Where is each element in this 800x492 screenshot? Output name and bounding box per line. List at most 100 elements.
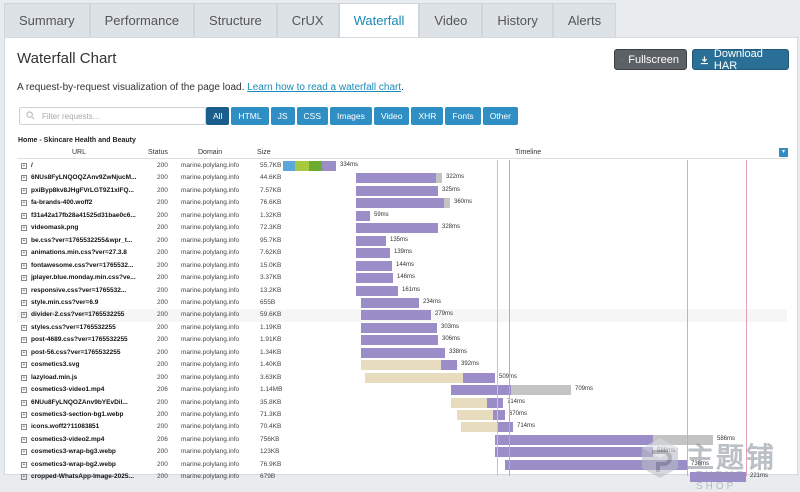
timing-bar-segment: [322, 161, 336, 171]
request-size: 95.7KB: [260, 236, 282, 244]
table-row[interactable]: + pxiByp8kv8JHgFVrLGT9Z1xlFQ... 200 marine.…: [17, 185, 787, 198]
request-url: 6NUu8FyLNQOZAnv9bYEvDil...: [31, 398, 128, 406]
table-row[interactable]: + icons.woff2?11083851 200 marine.polylang.…: [17, 421, 787, 434]
filter-tab-html[interactable]: HTML: [231, 107, 269, 125]
table-row[interactable]: + fa-brands-400.woff2 200 marine.polylang.i…: [17, 197, 787, 210]
timing-bar-download: [361, 335, 438, 346]
table-row[interactable]: + divider-2.css?ver=1765532255 200 marine.p…: [17, 309, 787, 322]
filter-tab-all[interactable]: All: [206, 107, 230, 125]
expand-row-icon[interactable]: +: [21, 449, 27, 456]
filter-tab-images[interactable]: Images: [330, 107, 372, 125]
request-duration: 714ms: [507, 398, 526, 405]
expand-row-icon[interactable]: +: [21, 436, 27, 443]
col-status[interactable]: Status: [148, 149, 168, 156]
table-row[interactable]: + cosmetics3-section-bg1.webp 200 marine.po…: [17, 409, 787, 422]
timing-bar-segment: [295, 161, 309, 171]
request-status: 200: [157, 311, 168, 319]
expand-row-icon[interactable]: +: [21, 212, 27, 219]
filter-tab-fonts[interactable]: Fonts: [445, 107, 481, 125]
table-row[interactable]: + cosmetics3-video2.mp4 206 marine.polylang…: [17, 434, 787, 447]
table-row[interactable]: + styles.css?ver=1765532255 200 marine.poly…: [17, 322, 787, 335]
table-row[interactable]: + post-4689.css?ver=1765532255 200 marine.p…: [17, 334, 787, 347]
learn-waterfall-link[interactable]: Learn how to read a waterfall chart: [247, 82, 402, 93]
filter-tab-js[interactable]: JS: [270, 107, 295, 125]
request-domain: marine.polylang.info: [181, 186, 240, 194]
tab-alerts[interactable]: Alerts: [552, 3, 617, 37]
table-row[interactable]: + cosmetics3-wrap-bg2.webp 200 marine.polyl…: [17, 459, 787, 472]
request-size: 3.63KB: [260, 373, 282, 381]
table-row[interactable]: +6NUs8FyLNQOQZAnv9ZwNjucM... 200 marine.po…: [17, 172, 787, 185]
expand-row-icon[interactable]: +: [21, 225, 27, 232]
table-row[interactable]: + post-56.css?ver=1765532255 200 marine.pol…: [17, 347, 787, 360]
request-domain: marine.polylang.info: [181, 298, 240, 306]
request-duration: 509ms: [499, 373, 518, 380]
table-row[interactable]: + cosmetics3.svg 200 marine.polylang.info 1.…: [17, 359, 787, 372]
table-row[interactable]: + cosmetics3-video1.mp4 206 marine.polylang…: [17, 384, 787, 397]
tab-waterfall[interactable]: Waterfall: [338, 3, 420, 37]
request-url: 6NUs8FyLNQOQZAnv9ZwNjucM...: [31, 174, 137, 182]
table-row[interactable]: + style.min.css?ver=6.9 200 marine.polylang…: [17, 297, 787, 310]
expand-row-icon[interactable]: +: [21, 237, 27, 244]
table-row[interactable]: + responsive.css?ver=1765532... 200 marine.…: [17, 285, 787, 298]
request-duration: 334ms: [340, 162, 359, 168]
expand-row-icon[interactable]: +: [21, 175, 27, 182]
table-row[interactable]: + lazyload.min.js 200 marine.polylang.info 3…: [17, 372, 787, 385]
timing-bar-download: [441, 360, 457, 371]
filter-tab-css[interactable]: CSS: [296, 107, 328, 125]
request-duration: 135ms: [390, 236, 409, 243]
expand-row-icon[interactable]: +: [21, 163, 27, 169]
table-row[interactable]: + / 200 marine.polylang.info 55.7KB 334ms: [17, 160, 787, 173]
tab-video[interactable]: Video: [419, 3, 483, 37]
filter-tab-video[interactable]: Video: [373, 107, 410, 125]
expand-row-icon[interactable]: +: [21, 349, 27, 356]
expand-row-icon[interactable]: +: [21, 387, 27, 394]
col-domain[interactable]: Domain: [198, 149, 223, 156]
table-row[interactable]: +6NUu8FyLNQOZAnv9bYEvDil... 200 marine.pol…: [17, 397, 787, 410]
waterfall-panel: Waterfall Chart Fullscreen Download HAR …: [4, 37, 798, 492]
col-size[interactable]: Size: [257, 149, 271, 156]
tab-summary[interactable]: Summary: [4, 3, 90, 37]
filter-requests-input[interactable]: Filter requests...: [19, 107, 206, 125]
request-status: 200: [157, 473, 168, 481]
request-duration: 325ms: [442, 186, 461, 193]
table-row[interactable]: + f31a42a17fb28a41525d31bae0c6... 200 marin…: [17, 210, 787, 223]
expand-row-icon[interactable]: +: [21, 461, 27, 468]
tab-structure[interactable]: Structure: [194, 3, 277, 37]
request-url: cosmetics3-video1.mp4: [31, 386, 105, 394]
download-har-button[interactable]: Download HAR: [692, 48, 789, 72]
expand-row-icon[interactable]: +: [21, 374, 27, 381]
fullscreen-button[interactable]: Fullscreen: [614, 49, 687, 70]
expand-row-icon[interactable]: +: [21, 337, 27, 344]
expand-row-icon[interactable]: +: [21, 250, 27, 257]
request-duration: 360ms: [454, 199, 473, 206]
expand-row-icon[interactable]: +: [21, 474, 27, 481]
tab-crux[interactable]: CrUX: [276, 3, 339, 37]
expand-row-icon[interactable]: +: [21, 362, 27, 369]
expand-row-icon[interactable]: +: [21, 312, 27, 319]
tab-performance[interactable]: Performance: [89, 3, 195, 37]
expand-row-icon[interactable]: +: [21, 299, 27, 306]
expand-row-icon[interactable]: +: [21, 324, 27, 331]
table-row[interactable]: + jplayer.blue.monday.min.css?ve... 200 mar…: [17, 272, 787, 285]
expand-row-icon[interactable]: +: [21, 262, 27, 269]
expand-row-icon[interactable]: +: [21, 187, 27, 194]
table-row[interactable]: + be.css?ver=1765532255&wpr_t... 200 marine…: [17, 235, 787, 248]
request-size: 44.6KB: [260, 174, 282, 182]
request-size: 655B: [260, 298, 276, 306]
expand-row-icon[interactable]: +: [21, 287, 27, 294]
expand-row-icon[interactable]: +: [21, 399, 27, 406]
filter-tab-xhr[interactable]: XHR: [411, 107, 444, 125]
expand-row-icon[interactable]: +: [21, 275, 27, 282]
expand-row-icon[interactable]: +: [21, 200, 27, 207]
col-url[interactable]: URL: [72, 149, 87, 156]
table-row[interactable]: + videomask.png 200 marine.polylang.info 72.…: [17, 222, 787, 235]
expand-row-icon[interactable]: +: [21, 412, 27, 418]
table-row[interactable]: + fontawesome.css?ver=1765532... 200 marine…: [17, 260, 787, 273]
expand-row-icon[interactable]: +: [21, 424, 27, 431]
expand-columns-button[interactable]: ▾: [779, 148, 788, 157]
request-status: 200: [157, 398, 168, 406]
tab-history[interactable]: History: [482, 3, 553, 37]
filter-tab-other[interactable]: Other: [482, 107, 518, 125]
table-row[interactable]: + animations.min.css?ver=27.3.8 200 marine.…: [17, 247, 787, 260]
request-size: 59.6KB: [260, 311, 282, 319]
